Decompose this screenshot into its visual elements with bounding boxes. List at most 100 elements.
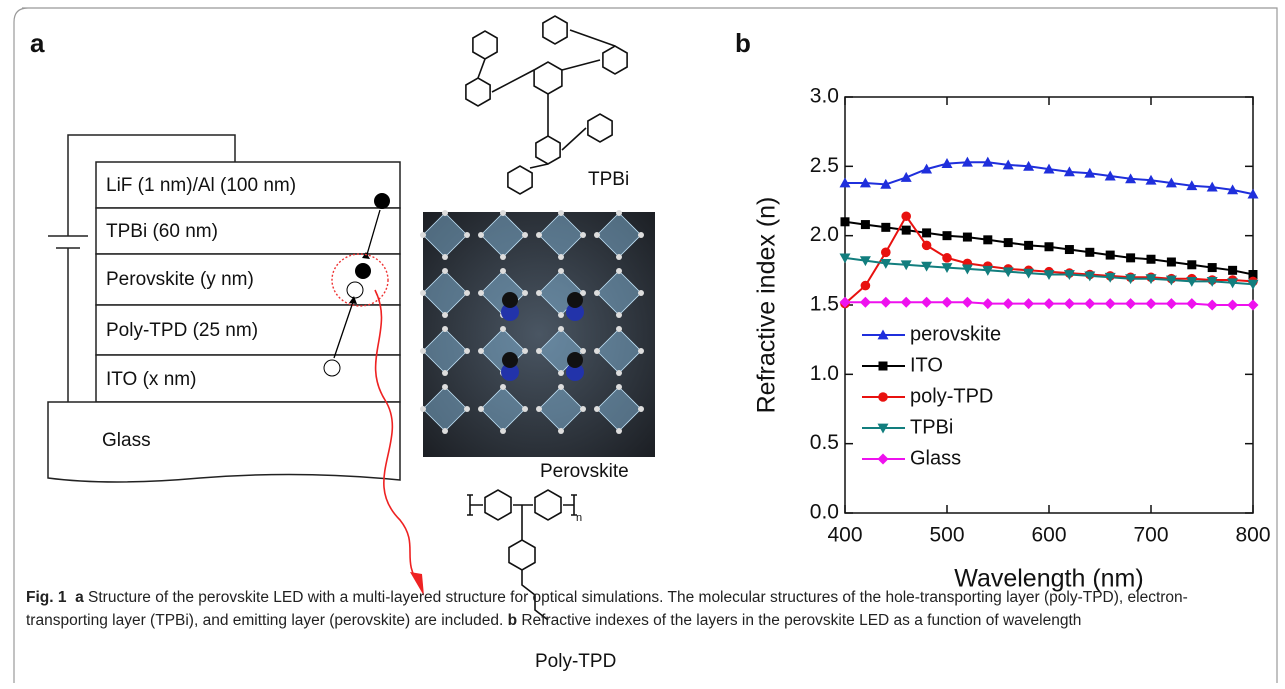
ring <box>542 15 568 45</box>
atom <box>558 254 564 260</box>
marker <box>1186 180 1198 191</box>
marker <box>921 163 933 174</box>
marker <box>1247 299 1259 311</box>
y-tick-label: 2.5 <box>810 154 839 177</box>
atom <box>501 363 519 381</box>
marker <box>1165 298 1177 310</box>
atom <box>638 232 644 238</box>
caption-part: a <box>66 589 84 606</box>
marker <box>1227 184 1239 195</box>
layer-label: Perovskite (y nm) <box>106 269 254 290</box>
marker <box>1207 263 1217 273</box>
marker <box>839 296 851 308</box>
marker <box>1084 271 1096 282</box>
crystal <box>420 210 644 434</box>
atom <box>616 312 622 318</box>
x-tick-label: 500 <box>929 524 964 547</box>
atom <box>558 268 564 274</box>
atom <box>580 232 586 238</box>
atom <box>478 406 484 412</box>
perovskite-image <box>423 212 655 457</box>
atom <box>558 370 564 376</box>
layer-label: ITO (x nm) <box>106 369 196 390</box>
marker <box>922 228 932 238</box>
carriers <box>323 193 424 596</box>
atom <box>567 352 583 368</box>
marker <box>1206 299 1218 311</box>
atom <box>594 406 600 412</box>
atom <box>500 254 506 260</box>
atom <box>502 292 518 308</box>
atom <box>536 348 542 354</box>
legend-label: perovskite <box>910 323 1001 345</box>
marker <box>1104 298 1116 310</box>
ring <box>535 135 561 165</box>
marker <box>839 177 851 188</box>
repeat-subscript: n <box>576 512 582 524</box>
ring <box>602 45 628 75</box>
panel-label: a <box>30 28 45 58</box>
marker <box>1043 298 1055 310</box>
panel-label: b <box>735 28 751 58</box>
atom <box>478 348 484 354</box>
legend-marker <box>877 453 889 465</box>
atom <box>616 268 622 274</box>
atom <box>594 290 600 296</box>
marker <box>1064 245 1074 255</box>
marker <box>961 296 973 308</box>
marker <box>1186 298 1198 310</box>
marker <box>982 265 994 276</box>
atom <box>616 370 622 376</box>
atom <box>420 290 426 296</box>
marker <box>1165 177 1177 188</box>
marker <box>1125 274 1137 285</box>
layer-label: TPBi (60 nm) <box>106 221 218 242</box>
marker <box>1206 277 1218 287</box>
marker <box>942 231 952 241</box>
legend-marker <box>878 361 888 371</box>
marker <box>1187 260 1197 270</box>
legend-marker <box>877 423 889 434</box>
marker <box>982 298 994 310</box>
marker <box>962 232 972 242</box>
marker <box>859 177 871 188</box>
marker <box>1002 159 1014 170</box>
marker <box>1145 274 1157 285</box>
marker <box>961 264 973 275</box>
atom <box>558 312 564 318</box>
marker <box>880 259 892 269</box>
atom <box>567 292 583 308</box>
bond <box>467 494 577 621</box>
x-tick-label: 800 <box>1235 524 1270 547</box>
atom <box>566 303 584 321</box>
caption-part: Structure of the perovskite LED with a m… <box>26 589 1188 629</box>
y-tick-label: 2.0 <box>810 223 839 246</box>
atom <box>478 232 484 238</box>
marker <box>1063 166 1075 177</box>
marker <box>941 263 953 274</box>
marker <box>1105 250 1115 260</box>
caption-part: Refractive indexes of the layers in the … <box>517 612 1082 629</box>
molecule-label: Perovskite <box>540 461 629 482</box>
marker <box>921 296 933 308</box>
ring <box>533 61 563 95</box>
marker <box>1023 268 1035 279</box>
legend-marker <box>877 329 889 340</box>
atom <box>420 232 426 238</box>
atom <box>442 254 448 260</box>
atom <box>442 210 448 216</box>
marker <box>1186 277 1198 287</box>
legend-label: Glass <box>910 447 961 469</box>
marker <box>1166 257 1176 267</box>
atom <box>558 210 564 216</box>
y-tick-label: 1.5 <box>810 293 839 316</box>
layer-label: LiF (1 nm)/Al (100 nm) <box>106 175 296 196</box>
marker <box>839 253 851 264</box>
atom <box>594 232 600 238</box>
marker <box>983 235 993 245</box>
marker <box>900 171 912 182</box>
y-tick-label: 0.5 <box>810 431 839 454</box>
atom <box>616 384 622 390</box>
